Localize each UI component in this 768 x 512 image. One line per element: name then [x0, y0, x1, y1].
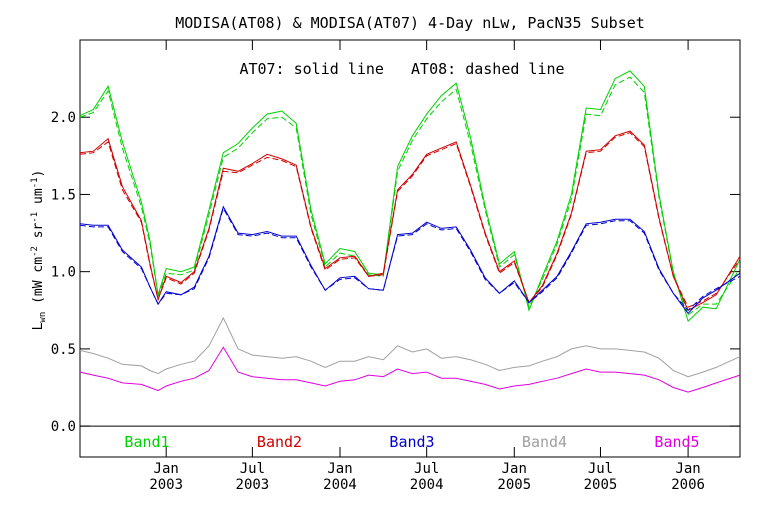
series-band1-dashed: [79, 76, 741, 316]
series-layer: [79, 70, 741, 393]
legend-band5: Band5: [654, 433, 699, 451]
y-label-units-3: um: [31, 188, 46, 212]
x-tick-month: Jan: [675, 461, 700, 477]
x-tick-year: 2005: [584, 477, 618, 493]
x-tick-month: Jul: [414, 461, 439, 477]
x-tick-month: Jul: [588, 461, 613, 477]
y-label-units-1: (mW cm: [31, 257, 46, 304]
y-axis-ticks: 0.0 0.5 1.0 1.5 2.0: [51, 110, 740, 435]
x-tick-year: 2005: [497, 477, 531, 493]
y-tick-label: 1.0: [51, 265, 76, 281]
y-label-close: ): [31, 170, 46, 178]
x-tick-year: 2003: [149, 477, 183, 493]
x-tick-year: 2003: [236, 477, 270, 493]
x-tick-year: 2004: [410, 477, 444, 493]
y-axis-label: Lwn (mW cm-2 sr-1 um-1): [30, 170, 48, 331]
y-label-exp-2: -1: [30, 212, 40, 223]
line-style-annotation: AT07: solid line AT08: dashed line: [239, 60, 564, 78]
y-label-exp-1: -2: [30, 246, 40, 257]
y-tick-label: 0.0: [51, 419, 76, 435]
y-label-base: L: [31, 322, 46, 330]
y-tick-label: 1.5: [51, 187, 76, 203]
legend-band2: Band2: [257, 433, 302, 451]
x-tick-year: 2006: [671, 477, 705, 493]
series-band4-solid: [79, 316, 741, 378]
y-label-sub: wn: [38, 312, 48, 323]
series-band2-solid: [79, 130, 741, 311]
series-band3-dashed: [79, 207, 741, 312]
legend-band3: Band3: [389, 433, 434, 451]
x-axis-ticks: Jan2003Jul2003Jan2004Jul2004Jan2005Jul20…: [149, 40, 705, 493]
x-tick-month: Jan: [154, 461, 179, 477]
legend-band4: Band4: [522, 433, 567, 451]
legend-band1: Band1: [124, 433, 169, 451]
y-label-units-2: sr: [31, 222, 46, 246]
series-band5-solid: [79, 346, 741, 393]
y-label-exp-3: -1: [30, 177, 40, 188]
series-band3-solid: [79, 205, 741, 315]
series-band1-solid: [79, 70, 741, 323]
x-tick-month: Jan: [327, 461, 352, 477]
series-band2-dashed: [79, 132, 741, 308]
y-tick-label: 2.0: [51, 110, 76, 126]
legend: Band1 Band2 Band3 Band4 Band5: [124, 433, 699, 451]
x-tick-year: 2004: [323, 477, 357, 493]
y-tick-label: 0.5: [51, 342, 76, 358]
x-tick-month: Jul: [240, 461, 265, 477]
x-tick-month: Jan: [502, 461, 527, 477]
plot-frame: [79, 39, 741, 458]
chart-title: MODISA(AT08) & MODISA(AT07) 4-Day nLw, P…: [175, 14, 645, 32]
